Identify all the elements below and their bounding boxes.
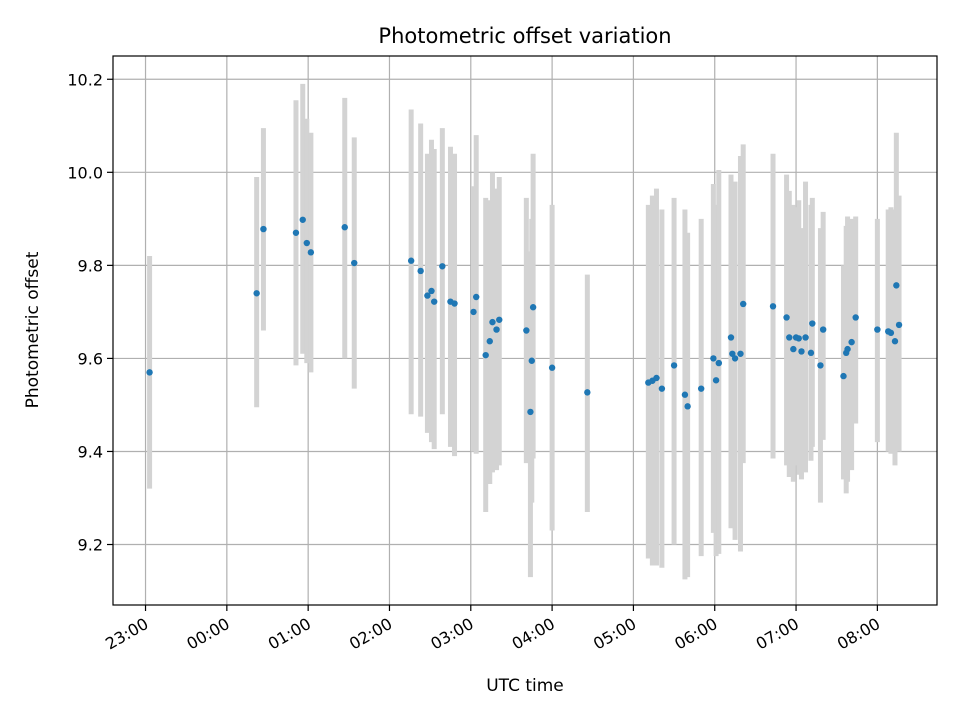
data-point [439, 263, 446, 270]
y-tick-label: 9.6 [78, 349, 103, 368]
y-axis-label: Photometric offset [23, 251, 43, 408]
data-point [523, 327, 530, 334]
data-point [253, 290, 260, 297]
x-axis-label: UTC time [486, 676, 564, 696]
data-point [710, 355, 717, 362]
data-point [528, 357, 535, 364]
data-point [260, 225, 267, 233]
data-point [351, 259, 358, 267]
data-point [795, 335, 802, 342]
data-point [729, 350, 736, 357]
data-point [486, 338, 493, 345]
data-point [299, 216, 306, 223]
data-point [798, 348, 805, 355]
data-point [807, 349, 815, 357]
data-point [727, 334, 735, 341]
data-point [417, 267, 424, 275]
data-point [493, 326, 500, 333]
chart-title: Photometric offset variation [378, 24, 671, 48]
data-point [893, 282, 900, 289]
data-point [844, 345, 851, 353]
data-point [146, 369, 153, 376]
data-point [895, 321, 903, 329]
data-point [769, 303, 777, 310]
data-point [489, 318, 496, 326]
data-point [817, 362, 824, 369]
data-point [731, 355, 739, 362]
data-point [681, 391, 689, 398]
data-point [697, 385, 705, 392]
data-point [783, 314, 790, 321]
data-point [809, 320, 816, 327]
data-point [840, 372, 847, 380]
data-point [473, 293, 480, 301]
data-point [424, 292, 431, 299]
data-point [407, 257, 415, 264]
data-point [874, 326, 881, 333]
data-point [852, 314, 859, 321]
data-point [684, 403, 691, 410]
data-point [482, 351, 489, 359]
y-tick-label: 9.2 [78, 536, 103, 555]
data-points [146, 216, 903, 416]
y-tick-label: 9.4 [78, 442, 103, 461]
data-point [887, 329, 895, 337]
data-point [739, 300, 747, 308]
data-point [712, 377, 720, 384]
data-point [786, 334, 793, 341]
data-point [430, 298, 438, 305]
data-point [451, 300, 458, 307]
data-point [584, 389, 591, 396]
data-point [819, 326, 827, 333]
data-point [653, 374, 660, 382]
data-point [802, 334, 809, 341]
data-point [848, 338, 855, 346]
data-point [428, 287, 435, 295]
data-point [737, 350, 744, 357]
data-point [891, 338, 899, 345]
data-point [303, 239, 311, 247]
data-point [670, 362, 678, 369]
data-point [496, 316, 503, 323]
y-tick-label: 9.8 [78, 256, 103, 275]
data-point [307, 249, 315, 256]
data-point [715, 359, 723, 367]
data-point [527, 408, 534, 416]
data-point [292, 229, 300, 236]
plot-frame [112, 55, 938, 606]
y-tick-label: 10.2 [67, 70, 103, 89]
data-point [529, 304, 537, 311]
data-point [790, 345, 797, 353]
data-point [548, 364, 556, 371]
data-point [470, 308, 477, 316]
data-point [341, 224, 348, 231]
data-point [658, 385, 666, 392]
y-tick-label: 10.0 [67, 163, 103, 182]
